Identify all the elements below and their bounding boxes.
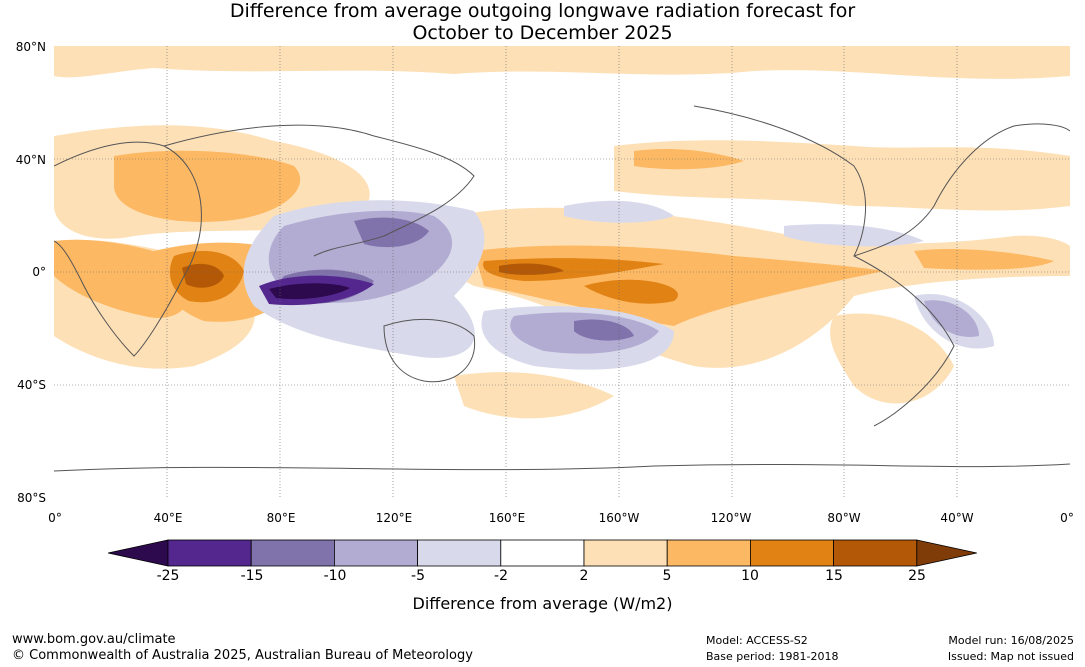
colorbar-tick: -15	[240, 568, 264, 584]
footer-issued: Issued: Map not issued	[947, 650, 1074, 663]
colorbar-segment	[417, 539, 502, 567]
footer-copyright: © Commonwealth of Australia 2025, Austra…	[12, 648, 473, 663]
colorbar-extend-high	[916, 539, 977, 567]
colorbar-segment	[500, 539, 585, 567]
map-title-line1: Difference from average outgoing longwav…	[229, 0, 856, 22]
colorbar-tick: -25	[156, 568, 180, 584]
lon-label-120w: 120°W	[710, 511, 752, 525]
lat-label-40s: 40°S	[17, 378, 46, 392]
colorbar-label: Difference from average (W/m2)	[412, 594, 673, 613]
colorbar-tick: 2	[579, 568, 589, 584]
colorbar-tick: 5	[662, 568, 672, 584]
colorbar-tick: 15	[825, 568, 843, 584]
lon-label-0-east: 0°	[1060, 511, 1074, 525]
colorbar-tick: 10	[741, 568, 759, 584]
lon-label-40w: 40°W	[940, 511, 974, 525]
footer-model: Model: ACCESS-S2	[706, 634, 808, 647]
colorbar-segment	[833, 539, 918, 567]
colorbar-segment	[167, 539, 252, 567]
lon-label-120e: 120°E	[375, 511, 413, 525]
lon-label-40e: 40°E	[153, 511, 183, 525]
lat-label-40n: 40°N	[15, 153, 46, 167]
lat-label-0: 0°	[32, 265, 46, 279]
colorbar-segment	[250, 539, 335, 567]
lon-label-80w: 80°W	[827, 511, 861, 525]
lat-label-80s: 80°S	[17, 491, 46, 505]
lat-label-80n: 80°N	[15, 40, 46, 54]
graticule	[54, 46, 1070, 498]
footer-base-period: Base period: 1981-2018	[706, 650, 839, 663]
colorbar-segment	[583, 539, 668, 567]
colorbar-segment	[666, 539, 751, 567]
colorbar-tick: -5	[411, 568, 425, 584]
map-title-line2: October to December 2025	[412, 22, 673, 44]
colorbar-legend	[108, 539, 977, 567]
colorbar-extend-low	[108, 539, 169, 567]
lon-label-80e: 80°E	[266, 511, 296, 525]
anomaly-below-neg25-regions	[269, 283, 350, 300]
lon-label-160w: 160°W	[598, 511, 640, 525]
colorbar-segment	[333, 539, 418, 567]
lon-label-160e: 160°E	[488, 511, 526, 525]
lon-label-0: 0°	[48, 511, 62, 525]
colorbar-tick: -10	[323, 568, 347, 584]
anomaly-15-25-regions	[182, 263, 564, 288]
coastlines	[54, 105, 1070, 472]
colorbar-tick: -2	[494, 568, 508, 584]
olr-anomaly-map	[54, 46, 1070, 498]
footer-model-run: Model run: 16/08/2025	[948, 634, 1074, 647]
colorbar-segment	[750, 539, 835, 567]
colorbar-tick: 25	[908, 568, 926, 584]
footer-website: www.bom.gov.au/climate	[12, 632, 176, 647]
